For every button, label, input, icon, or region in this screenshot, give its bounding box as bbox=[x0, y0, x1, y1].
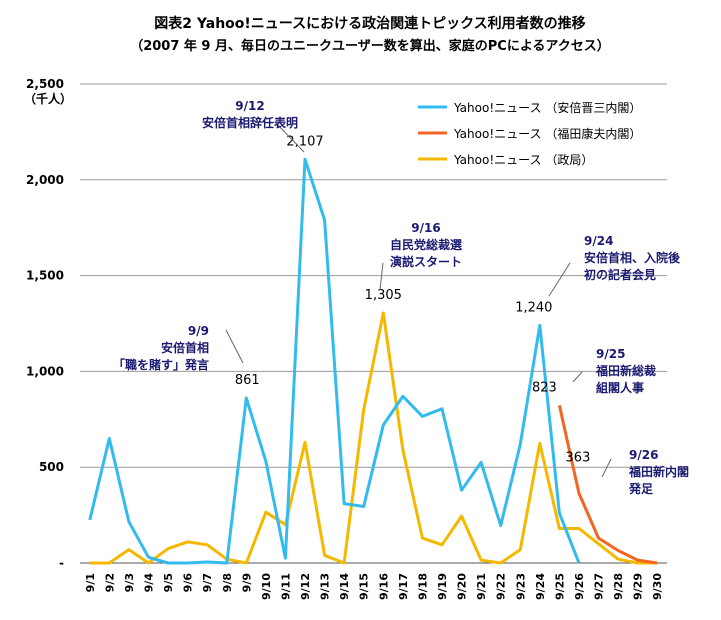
annotation-text: 演説スタート bbox=[390, 254, 462, 269]
annotation-leader bbox=[548, 262, 571, 297]
x-ticks: 9/1 9/2 9/3 9/4 9/5 9/6 9/7 9/8 9/9 9/10 9/11 9/12 9… bbox=[84, 573, 664, 600]
x-tick-label: 9/5 bbox=[162, 573, 175, 592]
chart-title: 図表2 Yahoo!ニュースにおける政治関連トピックス利用者数の推移 bbox=[154, 15, 585, 32]
series-line-1 bbox=[557, 404, 658, 565]
y-axis-label: （千人） bbox=[24, 91, 72, 106]
x-tick-label: 9/3 bbox=[123, 573, 136, 592]
x-tick-label: 9/20 bbox=[456, 573, 469, 600]
legend-label: Yahoo!ニュース （政局） bbox=[453, 153, 593, 167]
y-tick-label: 1,000 bbox=[26, 364, 64, 378]
data-labels: 861 2,107 1,305 1,240 823 363 bbox=[235, 134, 590, 465]
x-tick-label: 9/28 bbox=[612, 573, 625, 600]
data-label: 1,305 bbox=[365, 288, 402, 303]
data-label: 363 bbox=[566, 450, 591, 465]
data-label: 1,240 bbox=[515, 300, 552, 315]
y-tick-label: 2,000 bbox=[26, 173, 64, 187]
x-tick-label: 9/25 bbox=[553, 573, 566, 600]
annotation-text: 初の記者会見 bbox=[584, 267, 656, 282]
x-tick-label: 9/12 bbox=[299, 573, 312, 600]
annotation-text: 安倍首相 bbox=[161, 340, 209, 355]
annotations: 9/9 安倍首相「職を賭す」発言 9/12 安倍首相辞任表明 9/16 自民党総裁選演説ス… bbox=[113, 99, 689, 496]
x-tick-label: 9/27 bbox=[593, 573, 606, 600]
annotation-text: 9/26 bbox=[629, 448, 658, 462]
x-tick-label: 9/22 bbox=[495, 573, 508, 600]
annotation-leader bbox=[379, 262, 384, 291]
annotation-leader bbox=[225, 329, 244, 364]
annotation-leader bbox=[601, 458, 612, 478]
chart-subtitle: （2007 年 9 月、毎日のユニークユーザー数を算出、家庭のPCによるアクセス… bbox=[130, 38, 610, 54]
x-tick-label: 9/6 bbox=[182, 573, 195, 593]
x-tick-label: 9/19 bbox=[436, 573, 449, 600]
data-label: 861 bbox=[235, 373, 260, 388]
annotation-text: 安倍首相辞任表明 bbox=[202, 115, 298, 130]
x-tick-label: 9/24 bbox=[534, 573, 547, 600]
annotation-text: 9/9 bbox=[188, 324, 209, 338]
x-tick-label: 9/10 bbox=[260, 573, 273, 600]
x-tick-label: 9/21 bbox=[475, 573, 488, 600]
x-tick-label: 9/23 bbox=[514, 573, 527, 600]
data-label: 823 bbox=[532, 380, 557, 395]
series-line-0 bbox=[88, 157, 581, 565]
x-tick-label: 9/17 bbox=[397, 573, 410, 600]
y-ticks: - 500 1,000 1,500 2,000 2,500 bbox=[26, 77, 64, 570]
x-tick-label: 9/9 bbox=[240, 573, 253, 592]
annotation-leader bbox=[572, 371, 583, 383]
y-tick-label: 500 bbox=[39, 460, 64, 474]
series-line-2 bbox=[89, 311, 658, 565]
annotation-text: 安倍首相、入院後 bbox=[584, 250, 681, 265]
annotation-text: 9/12 bbox=[235, 99, 264, 113]
legend: Yahoo!ニュース （安倍晋三内閣） Yahoo!ニュース （福田康夫内閣） Ya… bbox=[418, 100, 641, 167]
annotation-text: 発足 bbox=[628, 481, 653, 496]
x-tick-label: 9/29 bbox=[632, 573, 645, 600]
x-tick-label: 9/15 bbox=[358, 573, 371, 600]
x-tick-label: 9/8 bbox=[221, 573, 234, 592]
legend-label: Yahoo!ニュース （安倍晋三内閣） bbox=[453, 100, 641, 115]
x-tick-label: 9/2 bbox=[103, 573, 116, 592]
y-tick-label: 1,500 bbox=[26, 269, 64, 283]
x-tick-label: 9/7 bbox=[201, 573, 214, 592]
legend-label: Yahoo!ニュース （福田康夫内閣） bbox=[453, 126, 641, 141]
x-tick-label: 9/4 bbox=[142, 573, 155, 593]
annotation-text: 9/16 bbox=[411, 221, 440, 235]
x-tick-label: 9/14 bbox=[338, 573, 351, 600]
annotation-text: 自民党総裁選 bbox=[390, 237, 462, 252]
x-tick-label: 9/11 bbox=[279, 573, 292, 600]
annotation-text: 9/24 bbox=[584, 234, 613, 248]
annotation-text: 福田新総裁 bbox=[595, 363, 656, 378]
x-tick-label: 9/26 bbox=[573, 573, 586, 600]
annotation-text: 福田新内閣 bbox=[628, 464, 689, 479]
x-tick-label: 9/18 bbox=[416, 573, 429, 600]
x-tick-label: 9/16 bbox=[377, 573, 390, 600]
plot-lines bbox=[88, 157, 658, 565]
annotation-leader bbox=[274, 121, 305, 153]
data-label: 2,107 bbox=[286, 134, 323, 149]
annotation-text: 「職を賭す」発言 bbox=[113, 357, 209, 372]
x-tick-label: 9/1 bbox=[84, 573, 97, 592]
annotation-text: 組閣人事 bbox=[596, 380, 644, 395]
x-tick-label: 9/30 bbox=[651, 573, 664, 600]
y-tick-label: 2,500 bbox=[26, 77, 64, 91]
x-tick-label: 9/13 bbox=[319, 573, 332, 600]
y-tick-label: - bbox=[59, 556, 64, 570]
annotation-text: 9/25 bbox=[596, 347, 625, 361]
